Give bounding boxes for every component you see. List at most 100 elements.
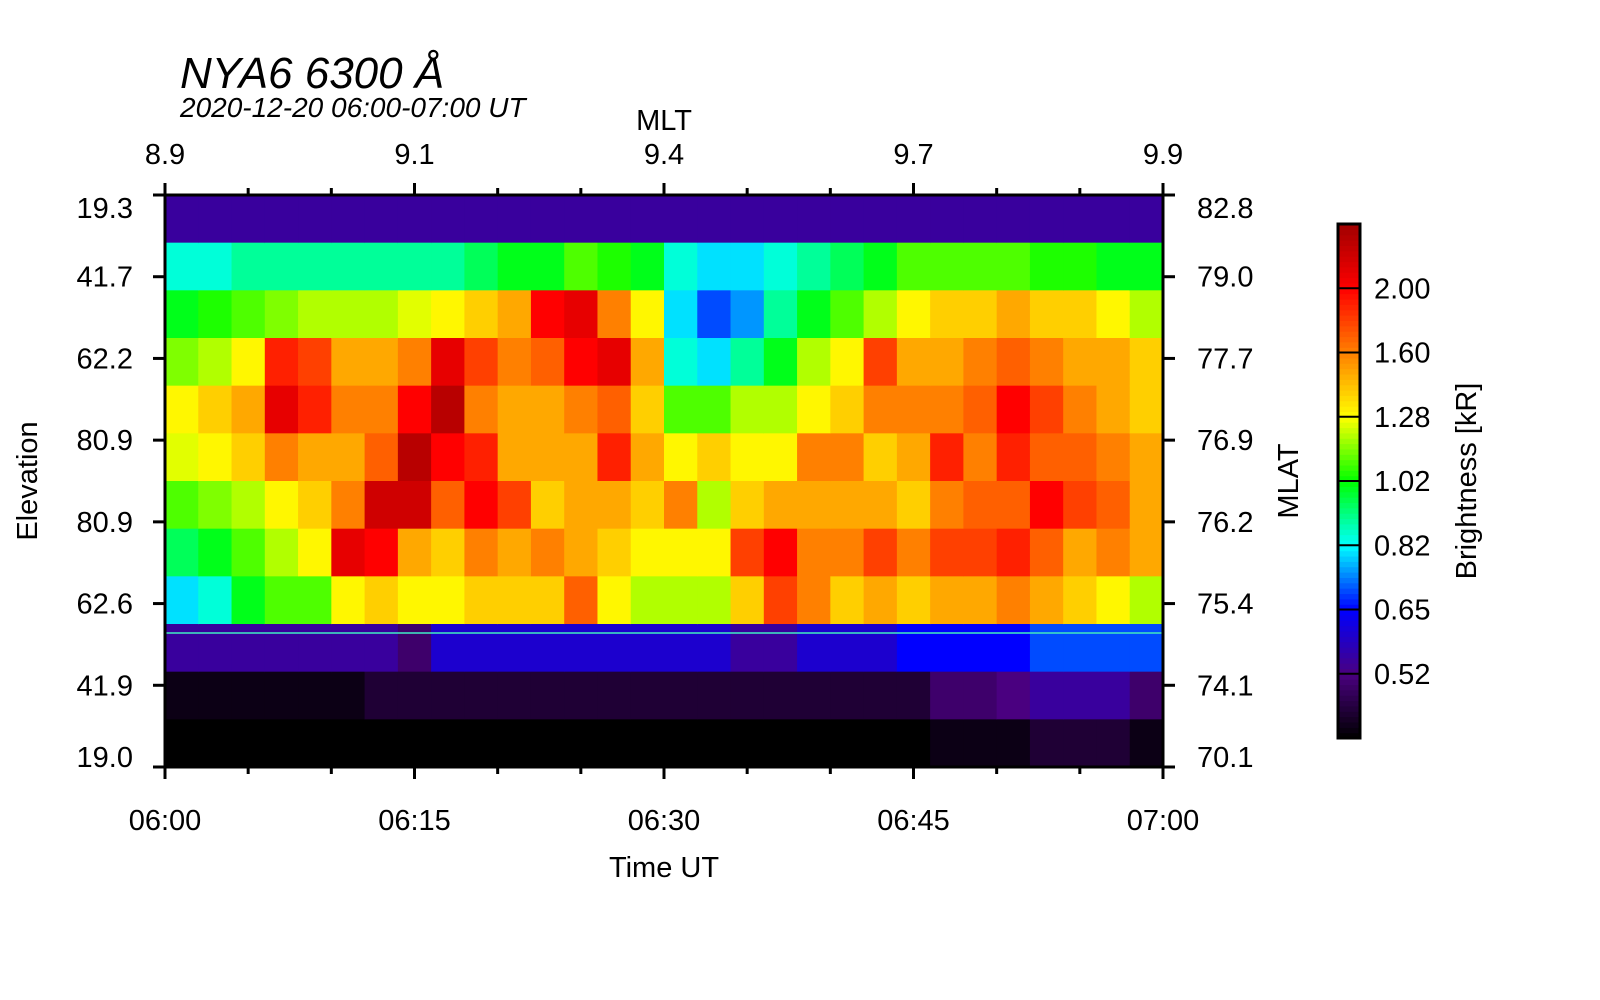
heatmap-cell [1129,242,1164,291]
heatmap-cell [231,481,266,530]
heatmap-cell [896,433,931,482]
heatmap-cell [896,195,931,244]
colorbar-swatch [1338,277,1360,284]
colorbar-swatch [1338,721,1360,728]
colorbar-swatch [1338,272,1360,279]
heatmap-cell [1129,624,1164,673]
right-tick-label: 82.8 [1197,193,1253,225]
heatmap-cell [564,433,599,482]
colorbar-swatch [1338,325,1360,332]
heatmap-cell [165,385,199,434]
colorbar-swatch [1338,256,1360,263]
heatmap-cell [264,290,299,339]
heatmap-cell [1029,338,1064,387]
heatmap-cell [597,624,632,673]
heatmap-cell [331,528,366,577]
heatmap-cell [763,719,798,768]
colorbar-swatch [1338,470,1360,477]
heatmap-cell [364,481,399,530]
colorbar-swatch [1338,545,1360,552]
heatmap-cell [431,671,465,720]
heatmap-cell [397,481,432,530]
heatmap-cell [364,624,399,673]
heatmap-cell [464,385,499,434]
heatmap-cell [364,338,399,387]
colorbar-swatch [1338,234,1360,241]
heatmap-cell [830,671,865,720]
colorbar-swatch [1338,700,1360,707]
heatmap-cell [298,290,332,339]
colorbar-swatch [1338,250,1360,257]
heatmap-cell [397,719,432,768]
heatmap-cell [763,671,798,720]
colorbar-swatch [1338,315,1360,321]
colorbar-swatch [1338,727,1360,734]
heatmap-cell [564,576,599,625]
heatmap-cell [231,528,266,577]
heatmap-cell [198,481,233,530]
colorbar-swatch [1338,588,1360,595]
heatmap-cell [564,481,599,530]
colorbar-swatch [1338,224,1360,230]
colorbar-swatch [1338,679,1360,686]
heatmap-cell [863,242,898,291]
colorbar-swatch [1338,464,1360,471]
right-tick-label: 74.1 [1197,670,1253,702]
heatmap-cell [630,576,665,625]
heatmap-cell [1029,290,1064,339]
heatmap-cell [896,290,931,339]
colorbar-swatch [1338,609,1360,616]
heatmap-cell [996,385,1031,434]
heatmap-cell [464,671,499,720]
heatmap-cell [397,576,432,625]
colorbar-swatch [1338,577,1360,584]
heatmap-cell [264,338,299,387]
heatmap-cell [331,338,366,387]
heatmap-cell [264,481,299,530]
colorbar-tick-label: 0.65 [1374,595,1430,627]
heatmap-cell [1063,624,1098,673]
heatmap-cell [763,290,798,339]
chart-title: NYA6 6300 Å [180,49,444,98]
heatmap-cell [1129,719,1164,768]
heatmap-cell [597,433,632,482]
colorbar-swatch [1338,711,1360,718]
colorbar-tick-label: 0.82 [1374,530,1430,562]
y-tick-label: 41.7 [77,262,133,294]
heatmap-cell [597,195,632,244]
top-axis-label: MLT [636,105,692,137]
heatmap-cell [930,195,964,244]
heatmap-cell [664,624,698,673]
heatmap-cell [730,576,765,625]
heatmap-cell [1063,576,1098,625]
heatmap-cell [530,624,565,673]
heatmap-cell [364,528,399,577]
heatmap-cell [165,290,199,339]
heatmap-cell [1063,671,1098,720]
heatmap-cell [231,624,266,673]
colorbar-swatch [1338,555,1360,562]
heatmap-cell [165,576,199,625]
heatmap-cell [264,624,299,673]
heatmap-cell [697,242,732,291]
colorbar-tick-label: 0.52 [1374,659,1430,691]
heatmap-cell [1029,719,1064,768]
colorbar-swatch [1338,534,1360,541]
heatmap-cell [530,433,565,482]
heatmap-cell [797,195,831,244]
heatmap-cell [364,195,399,244]
colorbar-swatch [1338,373,1360,380]
colorbar-swatch [1338,475,1360,482]
colorbar-tick-label: 1.02 [1374,466,1430,498]
heatmap-cell [963,719,998,768]
heatmap-cell [830,528,865,577]
heatmap-cell [896,719,931,768]
heatmap-cell [963,242,998,291]
heatmap-cell [797,719,831,768]
colorbar-tick-label: 1.60 [1374,338,1430,370]
heatmap-cell [963,528,998,577]
y-tick-label: 80.9 [77,507,133,539]
heatmap-cell [697,481,732,530]
heatmap-cell [664,671,698,720]
heatmap-cell [198,195,233,244]
